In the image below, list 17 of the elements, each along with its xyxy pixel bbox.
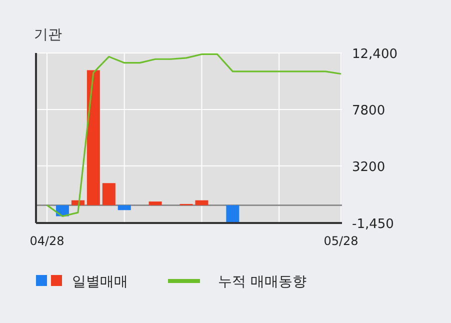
- bar: [226, 205, 240, 222]
- x-tick-label: 04/28: [30, 234, 64, 248]
- bar: [118, 205, 131, 210]
- y-tick-label: 7800: [352, 103, 386, 118]
- chart-title: 기관: [34, 27, 62, 43]
- y-tick-label: 3200: [352, 160, 386, 175]
- bar: [102, 183, 116, 206]
- legend-label: 일별매매: [72, 274, 128, 290]
- y-tick-label: -1,450: [352, 217, 394, 232]
- legend-일별매매: 일별매매: [36, 274, 128, 290]
- y-tick-label: 12,400: [352, 47, 398, 62]
- bar: [195, 200, 208, 206]
- line-series: [46, 53, 342, 218]
- x-tick-label: 05/28: [324, 234, 358, 248]
- legend-label: 누적 매매동향: [218, 274, 306, 290]
- bar: [148, 202, 162, 206]
- bar: [86, 70, 100, 206]
